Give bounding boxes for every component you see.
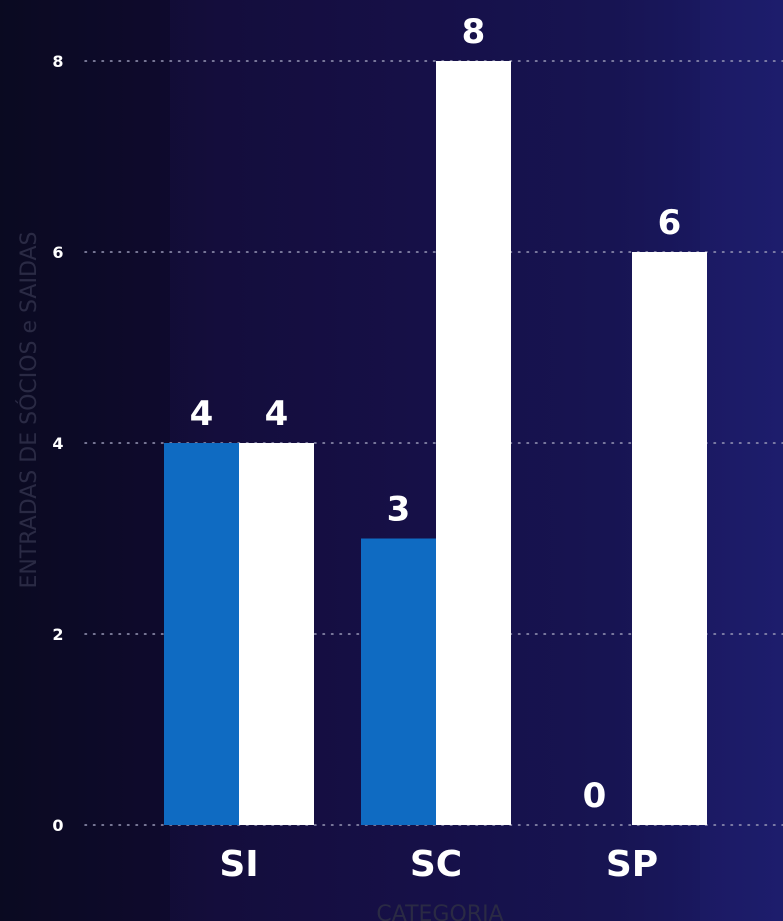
data-label: 4: [265, 394, 289, 434]
bar: [436, 61, 511, 825]
data-label: 0: [583, 776, 607, 816]
data-label: 3: [387, 490, 411, 530]
bar: [361, 538, 436, 825]
bars: [164, 61, 707, 825]
data-label: 8: [462, 12, 486, 52]
data-label: 6: [658, 203, 682, 243]
y-tick-label: 0: [52, 816, 63, 835]
x-category-label: SC: [410, 844, 462, 885]
data-labels: 4 3 0 4 8 6: [190, 12, 682, 816]
data-label: 4: [190, 394, 214, 434]
x-category-label: SI: [219, 844, 258, 885]
bar: [239, 443, 314, 825]
y-tick-label: 2: [52, 625, 63, 644]
x-axis-categories: SI SC SP: [219, 844, 658, 885]
bar: [632, 252, 707, 825]
y-axis-ticks: 0 2 4 6 8: [52, 52, 63, 835]
y-tick-label: 6: [52, 243, 63, 262]
y-tick-label: 4: [52, 434, 63, 453]
y-tick-label: 8: [52, 52, 63, 71]
x-category-label: SP: [606, 844, 658, 885]
bar: [164, 443, 239, 825]
y-axis-title: ENTRADAS DE SÓCIOS e SAIDAS: [16, 231, 42, 588]
x-axis-title: CATEGORIA: [376, 902, 503, 921]
